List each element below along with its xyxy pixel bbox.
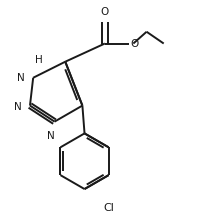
Text: N: N (48, 131, 55, 141)
Text: N: N (17, 73, 25, 83)
Text: H: H (35, 55, 43, 65)
Text: O: O (131, 39, 139, 49)
Text: N: N (14, 102, 21, 112)
Text: Cl: Cl (103, 203, 114, 213)
Text: O: O (101, 7, 109, 17)
